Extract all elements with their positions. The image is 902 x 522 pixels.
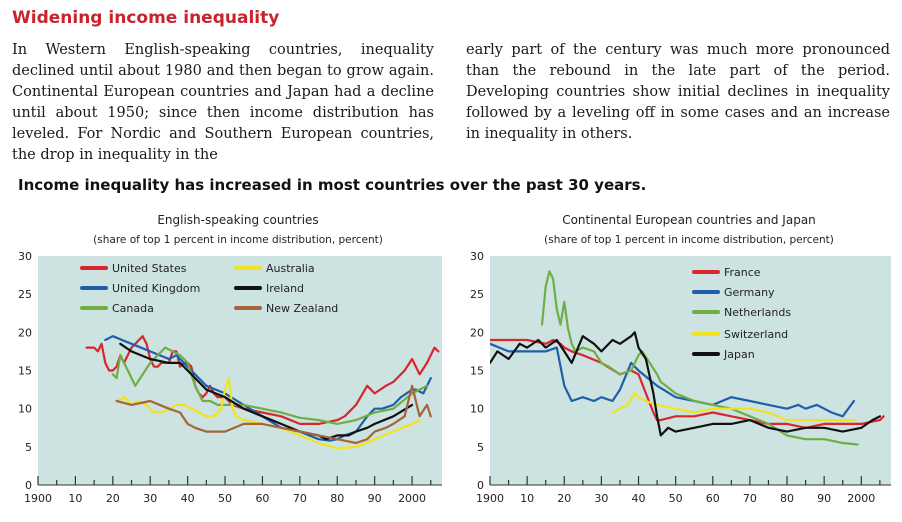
x-tick-label: 60 xyxy=(706,492,720,505)
intro-text-left: In Western English-speaking countries, i… xyxy=(12,42,434,163)
legend-label-switzerland: Switzerland xyxy=(724,328,788,341)
x-tick-label: 1900 xyxy=(24,492,52,505)
continental-europe-japan-chart: Continental European countries and Japan… xyxy=(470,213,891,505)
legend-label-united-kingdom: United Kingdom xyxy=(112,282,200,295)
x-tick-label: 80 xyxy=(780,492,794,505)
x-tick-label: 60 xyxy=(255,492,269,505)
plot-area xyxy=(38,256,442,485)
y-tick-label: 20 xyxy=(18,326,32,339)
series-line-germany xyxy=(490,342,855,418)
x-tick-label: 90 xyxy=(817,492,831,505)
legend-label-new-zealand: New Zealand xyxy=(266,302,338,315)
series-line-united-kingdom xyxy=(104,335,432,442)
legend-label-canada: Canada xyxy=(112,302,154,315)
y-tick-label: 0 xyxy=(25,479,32,492)
y-tick-label: 25 xyxy=(18,288,32,301)
x-tick-label: 70 xyxy=(293,492,307,505)
charts-headline: Income inequality has increased in most … xyxy=(18,176,647,194)
plot-area xyxy=(490,256,891,485)
series-line-canada xyxy=(111,346,429,425)
chart-title: Continental European countries and Japan xyxy=(562,213,816,227)
x-tick-label: 2000 xyxy=(398,492,426,505)
x-tick-label: 20 xyxy=(106,492,120,505)
legend-label-united-states: United States xyxy=(112,262,187,275)
legend-label-japan: Japan xyxy=(723,348,755,361)
english-speaking-chart: English-speaking countries (share of top … xyxy=(18,213,442,505)
x-tick-label: 2000 xyxy=(847,492,875,505)
legend-label-australia: Australia xyxy=(266,262,315,275)
y-tick-label: 30 xyxy=(470,250,484,263)
legend-label-ireland: Ireland xyxy=(266,282,304,295)
x-tick-label: 10 xyxy=(68,492,82,505)
series-line-australia xyxy=(115,377,421,450)
y-tick-label: 5 xyxy=(477,441,484,454)
y-tick-label: 15 xyxy=(470,365,484,378)
y-tick-label: 30 xyxy=(18,250,32,263)
x-tick-label: 30 xyxy=(594,492,608,505)
legend-label-germany: Germany xyxy=(724,286,775,299)
x-tick-label: 50 xyxy=(218,492,232,505)
y-tick-label: 5 xyxy=(25,441,32,454)
series-line-japan xyxy=(490,331,881,437)
x-tick-label: 10 xyxy=(520,492,534,505)
section-title: Widening income inequality xyxy=(12,8,280,28)
x-tick-label: 40 xyxy=(181,492,195,505)
x-tick-label: 20 xyxy=(557,492,571,505)
x-tick-label: 30 xyxy=(143,492,157,505)
y-tick-label: 0 xyxy=(477,479,484,492)
series-line-ireland xyxy=(119,342,414,441)
chart-subtitle: (share of top 1 percent in income distri… xyxy=(544,234,834,246)
chart-subtitle: (share of top 1 percent in income distri… xyxy=(93,234,383,246)
y-tick-label: 10 xyxy=(470,403,484,416)
x-tick-label: 50 xyxy=(669,492,683,505)
x-tick-label: 1900 xyxy=(476,492,504,505)
y-tick-label: 20 xyxy=(470,326,484,339)
series-line-netherlands xyxy=(540,270,859,446)
x-tick-label: 40 xyxy=(632,492,646,505)
series-line-new-zealand xyxy=(115,384,432,445)
y-tick-label: 25 xyxy=(470,288,484,301)
series-line-switzerland xyxy=(611,392,855,422)
legend-label-netherlands: Netherlands xyxy=(724,306,791,319)
intro-text-right: early part of the century was much more … xyxy=(466,42,890,142)
chart-title: English-speaking countries xyxy=(157,213,318,227)
x-tick-label: 90 xyxy=(368,492,382,505)
legend-label-france: France xyxy=(724,266,761,279)
y-tick-label: 10 xyxy=(18,403,32,416)
y-tick-label: 15 xyxy=(18,365,32,378)
x-tick-label: 70 xyxy=(743,492,757,505)
x-tick-label: 80 xyxy=(330,492,344,505)
